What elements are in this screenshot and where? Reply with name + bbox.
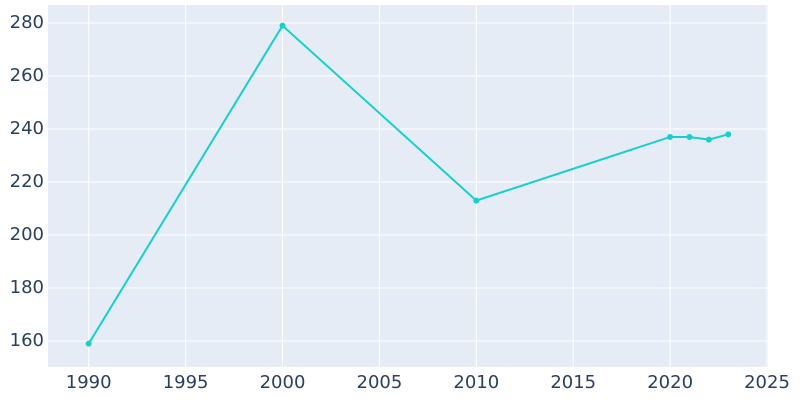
x-tick-label: 1995 [163,372,209,393]
y-tick-label: 200 [10,224,44,245]
x-tick-label: 2000 [260,372,306,393]
x-tick-label: 2010 [453,372,499,393]
y-tick-label: 240 [10,118,44,139]
y-tick-label: 260 [10,65,44,86]
data-point [725,131,732,138]
plot-area [48,5,768,367]
x-tick-label: 1990 [66,372,112,393]
data-point [279,22,286,29]
x-tick-label: 2020 [647,372,693,393]
x-tick-label: 2015 [550,372,596,393]
x-tick-label: 2005 [357,372,403,393]
y-tick-label: 220 [10,171,44,192]
y-tick-label: 280 [10,12,44,33]
x-tick-label: 2025 [744,372,790,393]
data-point [667,133,674,140]
data-point [686,133,693,140]
data-point [705,136,712,143]
y-tick-label: 180 [10,277,44,298]
data-point [85,340,92,347]
y-tick-label: 160 [10,330,44,351]
data-point [473,197,480,204]
